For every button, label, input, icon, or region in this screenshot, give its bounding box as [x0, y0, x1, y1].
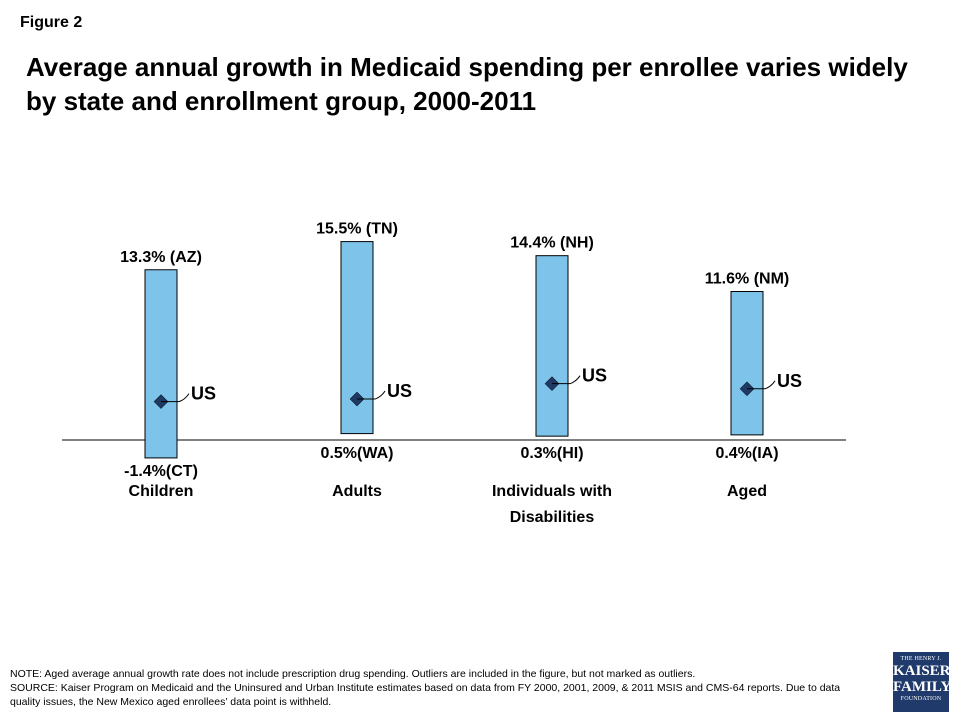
us-label: US: [191, 384, 216, 404]
high-value-label: 15.5% (TN): [316, 221, 398, 238]
range-bar: [144, 269, 178, 459]
chart-title: Average annual growth in Medicaid spendi…: [26, 52, 908, 116]
source-text: SOURCE: Kaiser Program on Medicaid and t…: [10, 682, 841, 708]
high-value-label: 14.4% (NH): [510, 235, 594, 252]
us-leader-line: [747, 380, 776, 390]
us-leader-line: [552, 375, 581, 385]
us-leader-line: [161, 393, 190, 403]
note-text: NOTE: Aged average annual growth rate do…: [10, 668, 696, 680]
range-bar: [340, 241, 374, 435]
high-value-label: 11.6% (NM): [705, 271, 789, 288]
us-label: US: [387, 381, 412, 401]
us-leader-line: [357, 390, 386, 400]
logo-line-4: FOUNDATION: [900, 696, 942, 702]
category-label: Individuals with: [492, 483, 612, 500]
range-bar: [535, 255, 569, 437]
chart: 13.3% (AZ) -1.4%(CT) US Children 15.5% (TN) 0…: [62, 221, 846, 526]
low-value-label: 0.3%(HI): [520, 445, 583, 462]
category-label: Adults: [332, 483, 382, 500]
high-value-label: 13.3% (AZ): [120, 249, 202, 266]
logo-line-3: FAMILY: [893, 679, 952, 695]
chart-notes: NOTE: Aged average annual growth rate do…: [10, 667, 870, 709]
low-value-label: 0.5%(WA): [321, 445, 394, 462]
category-label: Aged: [727, 483, 767, 500]
low-value-label: -1.4%(CT): [124, 463, 198, 480]
category-label: Disabilities: [510, 509, 595, 526]
figure-label: Figure 2: [20, 14, 83, 31]
category-label: Children: [129, 483, 194, 500]
low-value-label: 0.4%(IA): [715, 445, 778, 462]
kff-logo: THE HENRY J. KAISER FAMILY FOUNDATION: [893, 652, 952, 712]
us-label: US: [777, 371, 802, 391]
range-bar: [730, 291, 764, 436]
us-label: US: [582, 366, 607, 386]
logo-line-2: KAISER: [893, 663, 951, 679]
logo-line-1: THE HENRY J.: [900, 656, 942, 662]
